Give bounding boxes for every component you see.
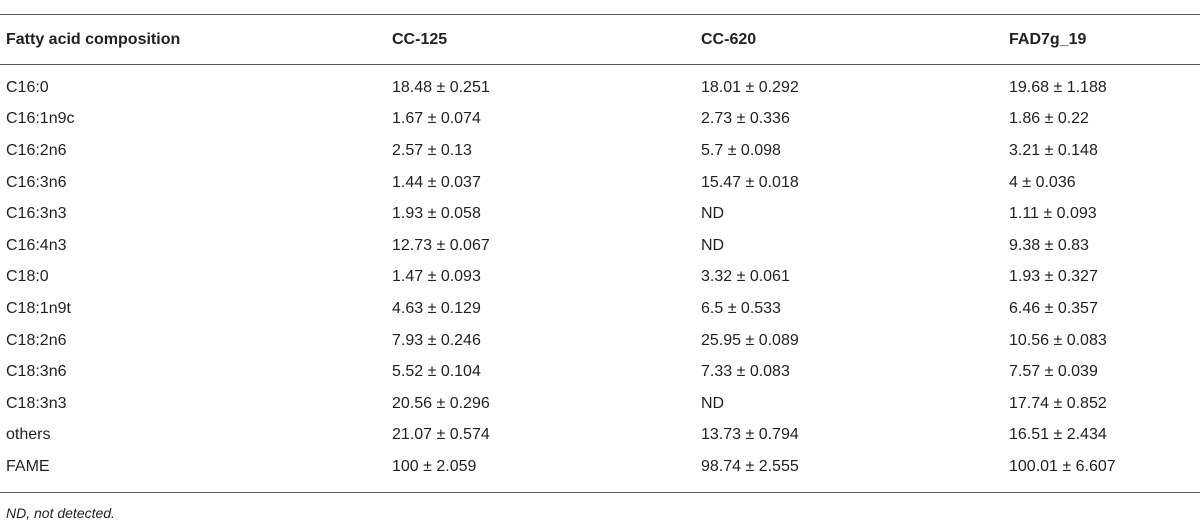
value-cell: 3.32 ± 0.061	[701, 268, 790, 286]
fatty-acid-label-cell: others	[6, 426, 51, 444]
value-cell: 98.74 ± 2.555	[701, 457, 799, 475]
header-cell: CC-620	[701, 30, 757, 48]
fatty-acid-label-cell: C16:1n9c	[6, 110, 75, 128]
value-cell: 100 ± 2.059	[392, 457, 477, 475]
value-cell: 2.73 ± 0.336	[701, 110, 790, 128]
value-cell: 18.48 ± 0.251	[392, 78, 490, 96]
value-cell: ND	[701, 394, 725, 412]
value-cell: 5.7 ± 0.098	[701, 141, 781, 159]
value-cell: 1.93 ± 0.327	[1009, 268, 1098, 286]
value-cell: 6.46 ± 0.357	[1009, 299, 1098, 317]
value-cell: 18.01 ± 0.292	[701, 78, 799, 96]
table-row: C18:3n3 20.56 ± 0.296 ND 17.74 ± 0.852	[0, 388, 1200, 420]
table-row: C16:1n9c 1.67 ± 0.074 2.73 ± 0.336 1.86 ± 0…	[0, 104, 1200, 136]
table-row: C16:3n6 1.44 ± 0.037 15.47 ± 0.018 4 ± 0.03…	[0, 167, 1200, 199]
table-footnote: ND, not detected.	[6, 505, 115, 521]
fatty-acid-label-cell: C16:3n6	[6, 173, 67, 191]
value-cell: 1.67 ± 0.074	[392, 110, 481, 128]
value-cell: 13.73 ± 0.794	[701, 426, 799, 444]
fatty-acid-label-cell: C16:0	[6, 78, 49, 96]
value-cell: 15.47 ± 0.018	[701, 173, 799, 191]
table-row: C16:3n3 1.93 ± 0.058 ND 1.11 ± 0.093	[0, 198, 1200, 230]
fatty-acid-label-cell: C18:3n6	[6, 363, 67, 381]
value-cell: 7.33 ± 0.083	[701, 363, 790, 381]
value-cell: ND	[701, 205, 725, 223]
table-row: C18:1n9t 4.63 ± 0.129 6.5 ± 0.533 6.46 ± 0.…	[0, 293, 1200, 325]
table-row: C18:2n6 7.93 ± 0.246 25.95 ± 0.089 10.56 ± …	[0, 325, 1200, 357]
table-row: C18:0 1.47 ± 0.093 3.32 ± 0.061 1.93 ± 0.32…	[0, 262, 1200, 294]
fatty-acid-table: Fatty acid composition CC-125 CC-620 FAD…	[0, 15, 1200, 483]
fatty-acid-label-cell: C16:3n3	[6, 205, 67, 223]
value-cell: ND	[701, 236, 725, 254]
value-cell: 1.44 ± 0.037	[392, 173, 481, 191]
table-row: others 21.07 ± 0.574 13.73 ± 0.794 16.51 ± …	[0, 420, 1200, 452]
fatty-acid-label-cell: C18:1n9t	[6, 299, 71, 317]
value-cell: 19.68 ± 1.188	[1009, 78, 1107, 96]
value-cell: 6.5 ± 0.533	[701, 299, 781, 317]
value-cell: 4 ± 0.036	[1009, 173, 1076, 191]
header-cell: Fatty acid composition	[6, 30, 181, 48]
value-cell: 1.11 ± 0.093	[1009, 205, 1097, 223]
fatty-acid-label-cell: FAME	[6, 457, 50, 475]
table-row: C18:3n6 5.52 ± 0.104 7.33 ± 0.083 7.57 ± 0.…	[0, 356, 1200, 388]
table-header-row: Fatty acid composition CC-125 CC-620 FAD…	[0, 15, 1200, 64]
value-cell: 16.51 ± 2.434	[1009, 426, 1107, 444]
bottom-rule	[0, 492, 1200, 493]
value-cell: 25.95 ± 0.089	[701, 331, 799, 349]
fatty-acid-label-cell: C16:2n6	[6, 141, 67, 159]
value-cell: 21.07 ± 0.574	[392, 426, 490, 444]
header-rule	[0, 64, 1200, 65]
fatty-acid-label-cell: C18:2n6	[6, 331, 67, 349]
top-rule	[0, 14, 1200, 15]
table-row: C16:2n6 2.57 ± 0.13 5.7 ± 0.098 3.21 ± 0.14…	[0, 135, 1200, 167]
value-cell: 1.93 ± 0.058	[392, 205, 481, 223]
value-cell: 2.57 ± 0.13	[392, 141, 472, 159]
value-cell: 3.21 ± 0.148	[1009, 141, 1098, 159]
fatty-acid-label-cell: C16:4n3	[6, 236, 67, 254]
value-cell: 10.56 ± 0.083	[1009, 331, 1107, 349]
header-cell: CC-125	[392, 30, 448, 48]
value-cell: 17.74 ± 0.852	[1009, 394, 1107, 412]
value-cell: 5.52 ± 0.104	[392, 363, 481, 381]
fatty-acid-label-cell: C18:3n3	[6, 394, 67, 412]
value-cell: 7.93 ± 0.246	[392, 331, 481, 349]
table-row: C16:0 18.48 ± 0.251 18.01 ± 0.292 19.68 ± 1…	[0, 64, 1200, 104]
table-row: C16:4n3 12.73 ± 0.067 ND 9.38 ± 0.83	[0, 230, 1200, 262]
header-cell: FAD7g_19	[1009, 30, 1087, 48]
value-cell: 100.01 ± 6.607	[1009, 457, 1116, 475]
value-cell: 1.86 ± 0.22	[1009, 110, 1089, 128]
table-row: FAME 100 ± 2.059 98.74 ± 2.555 100.01 ± 6.6…	[0, 451, 1200, 483]
value-cell: 20.56 ± 0.296	[392, 394, 490, 412]
value-cell: 4.63 ± 0.129	[392, 299, 481, 317]
fatty-acid-label-cell: C18:0	[6, 268, 49, 286]
value-cell: 12.73 ± 0.067	[392, 236, 490, 254]
value-cell: 1.47 ± 0.093	[392, 268, 481, 286]
value-cell: 7.57 ± 0.039	[1009, 363, 1098, 381]
value-cell: 9.38 ± 0.83	[1009, 236, 1089, 254]
